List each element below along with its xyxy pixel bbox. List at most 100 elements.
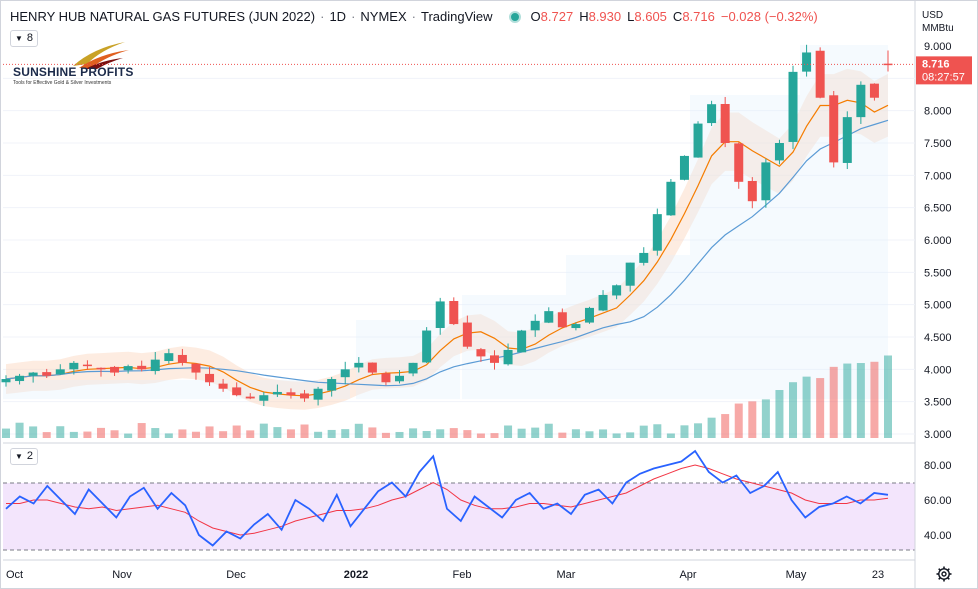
candle-body <box>96 367 106 370</box>
sunshine-profits-logo: SUNSHINE PROFITS Tools for Effective Gol… <box>13 40 143 92</box>
volume-bar <box>395 431 404 438</box>
volume-bar <box>680 425 689 438</box>
candle-body <box>802 52 812 72</box>
volume-bar <box>490 433 499 438</box>
separator: · <box>320 9 325 24</box>
rsi-tick-label: 80.00 <box>924 460 952 472</box>
volume-bar <box>96 427 105 438</box>
indicator-count: 8 <box>26 32 34 44</box>
volume-bar <box>273 427 282 438</box>
candle-body <box>245 396 255 399</box>
candle-body <box>435 301 445 328</box>
candle-body <box>1 379 11 383</box>
volume-bar <box>504 425 513 438</box>
price-tick-label: 6.000 <box>924 235 952 247</box>
price-tick-label: 7.500 <box>924 138 952 150</box>
market-status-icon[interactable] <box>508 10 521 23</box>
volume-bar <box>829 366 838 438</box>
volume-bar <box>476 433 485 438</box>
volume-bar <box>232 425 241 438</box>
candle-body <box>218 383 228 389</box>
high-value: H8.930 <box>579 9 622 24</box>
volume-bar <box>381 432 390 438</box>
volume-bar <box>286 429 295 438</box>
candle-body <box>191 363 201 373</box>
volume-bar <box>110 430 119 438</box>
volume-bar <box>178 429 187 438</box>
gear-icon[interactable] <box>936 566 952 582</box>
volume-bar <box>870 361 879 438</box>
volume-bar <box>259 423 268 438</box>
volume-bar <box>626 432 635 438</box>
time-tick-label: 23 <box>872 569 884 581</box>
rsi-tick-label: 60.00 <box>924 495 952 507</box>
last-price-label: 8.716 <box>922 58 950 70</box>
volume-bar <box>137 423 146 438</box>
candle-body <box>286 392 296 396</box>
volume-bar <box>354 423 363 438</box>
volume-bar <box>558 432 567 438</box>
volume-bar <box>29 426 38 438</box>
candle-body <box>639 252 649 263</box>
candle-body <box>842 117 852 163</box>
candle-body <box>272 391 282 395</box>
candle-body <box>42 372 52 376</box>
volume-bar <box>191 431 200 438</box>
time-tick-label: Dec <box>226 569 246 581</box>
volume-bar <box>789 382 798 438</box>
time-tick-label: Feb <box>453 569 472 581</box>
chevron-down-icon: ▼ <box>15 452 23 461</box>
candle-body <box>707 104 717 124</box>
candle-body <box>422 330 432 363</box>
candle-body <box>747 180 757 202</box>
price-tick-label: 7.000 <box>924 170 952 182</box>
candle-body <box>449 300 459 325</box>
volume-bar <box>816 378 825 438</box>
time-tick-label: Nov <box>112 569 132 581</box>
time-tick-label: 2022 <box>344 569 368 581</box>
last-price-badge <box>916 56 972 85</box>
candle-body <box>354 362 364 368</box>
volume-profile-area <box>3 380 230 400</box>
volume-bar <box>761 399 770 438</box>
candle-body <box>313 388 323 400</box>
open-value: O8.727 <box>530 9 574 24</box>
candle-body <box>205 373 215 383</box>
volume-bar <box>449 428 458 438</box>
volume-bar <box>368 427 377 438</box>
volume-bar <box>884 355 892 438</box>
candle-body <box>544 311 554 323</box>
logo-name: SUNSHINE PROFITS <box>13 65 134 79</box>
candle-body <box>761 162 771 201</box>
volume-bar <box>56 426 65 438</box>
volume-bar <box>612 433 621 438</box>
countdown-label: 08:27:57 <box>922 71 965 83</box>
interval-label[interactable]: 1D <box>329 9 347 24</box>
price-tick-label: 5.500 <box>924 267 952 279</box>
volume-bar <box>69 431 78 438</box>
volume-bar <box>341 429 350 438</box>
candle-body <box>571 324 581 329</box>
price-tick-label: 5.000 <box>924 300 952 312</box>
candle-body <box>164 353 174 362</box>
candle-body <box>557 312 567 328</box>
indicators-toggle-rsi[interactable]: ▼ 2 <box>10 448 39 465</box>
candle-body <box>734 143 744 182</box>
price-tick-label: 3.500 <box>924 397 952 409</box>
symbol-title[interactable]: HENRY HUB NATURAL GAS FUTURES (JUN 2022) <box>10 9 316 24</box>
candle-body <box>612 285 622 296</box>
volume-bar <box>463 430 472 438</box>
price-tick-label: 6.500 <box>924 203 952 215</box>
volume-bar <box>544 423 553 438</box>
volume-bar <box>748 401 757 438</box>
volume-bar <box>409 428 418 438</box>
candle-body <box>598 294 608 311</box>
volume-profile-area <box>356 320 460 400</box>
volume-bar <box>571 429 580 438</box>
volume-bar <box>599 429 608 438</box>
volume-bar <box>843 363 852 438</box>
indicators-toggle-main[interactable]: ▼ 8 <box>10 30 39 47</box>
candle-body <box>489 355 499 363</box>
volume-bar <box>531 427 540 438</box>
